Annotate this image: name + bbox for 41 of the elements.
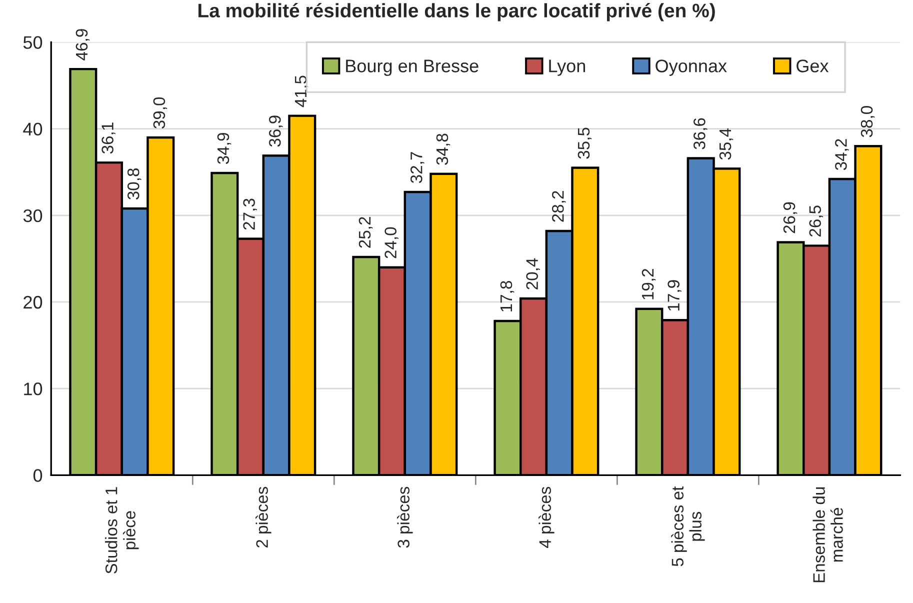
y-tick-label: 30 [23,209,42,222]
legend-label: Lyon [549,60,586,76]
data-label: 28,2 [552,191,566,222]
x-tick-label: 5 pièces et plus [671,486,705,566]
data-label: 39,0 [153,97,168,128]
x-tick-label: Ensemble du marché [812,487,843,582]
data-label: 34,8 [436,134,450,165]
x-tick-label: Studios et 1 pièce [105,487,139,574]
data-label: 26,9 [783,202,798,234]
y-tick-label: 50 [23,36,42,49]
data-label: 36,6 [694,118,708,150]
x-tick-label: 3 pièces [397,486,413,548]
x-tick-label: 4 pièces [538,486,554,548]
y-tick-label: 0 [33,469,42,482]
data-label: 24,0 [384,227,398,258]
chart-title: La mobilité résidentielle dans le parc locatif privé (en %) [198,3,715,22]
data-label: 26,5 [809,206,823,237]
y-tick-label: 40 [23,122,42,136]
data-label: 36,9 [268,116,283,147]
data-label: 27,3 [243,198,257,230]
y-tick-label: 20 [24,296,42,309]
data-label: 38,0 [860,106,875,138]
legend-label: Oyonnax [656,60,727,76]
data-label: 17,8 [500,280,514,312]
x-tick-label: 2 pièces [256,486,272,548]
data-label: 34,2 [835,139,849,170]
data-label: 19,2 [642,268,656,300]
data-label: 35,4 [719,128,734,160]
data-label: 17,9 [668,280,682,311]
data-label: 35,5 [578,128,592,159]
legend-label: Gex [796,60,829,72]
data-label: 32,7 [410,152,424,184]
data-label: 36,1 [102,122,116,154]
data-label: 46,9 [76,29,90,60]
legend-label: Bourg en Bresse [346,60,478,76]
y-tick-label: 10 [24,382,42,396]
data-label: 41,5 [294,76,309,108]
data-label: 30,8 [127,168,142,200]
data-label: 25,2 [358,217,373,248]
data-label: 34,9 [217,132,232,164]
data-label: 20,4 [526,258,540,290]
